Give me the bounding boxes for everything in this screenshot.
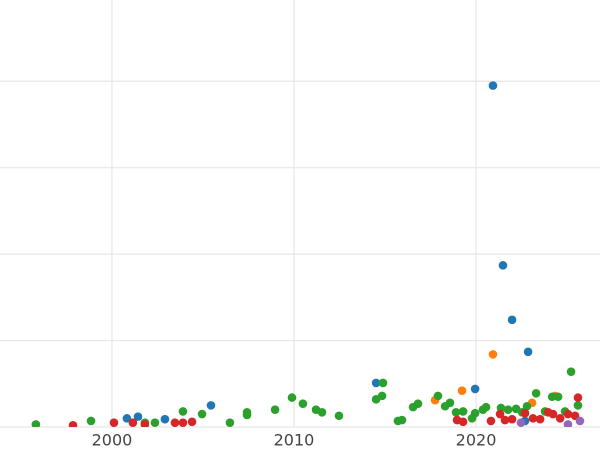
point	[433, 391, 443, 401]
point	[287, 393, 297, 402]
point	[187, 417, 197, 427]
point	[573, 401, 583, 410]
point	[528, 414, 538, 423]
point	[563, 409, 573, 419]
point	[371, 378, 381, 388]
point	[68, 420, 78, 427]
point	[481, 402, 491, 412]
point	[206, 401, 216, 410]
point	[86, 416, 96, 426]
point	[575, 416, 585, 426]
point	[270, 405, 280, 415]
point	[334, 411, 344, 421]
x-tick-label: 2020	[456, 431, 497, 450]
point	[470, 384, 480, 394]
point	[458, 417, 468, 427]
point	[160, 414, 170, 424]
point	[488, 350, 498, 359]
point	[298, 399, 308, 408]
point	[225, 418, 235, 427]
point	[553, 392, 563, 402]
point	[516, 418, 526, 427]
point	[413, 399, 423, 408]
point	[547, 392, 557, 402]
point	[488, 81, 498, 90]
grid	[0, 0, 600, 428]
point	[140, 420, 150, 427]
point	[178, 418, 188, 427]
point	[170, 418, 180, 427]
point	[109, 418, 119, 427]
x-tick-label: 2000	[92, 431, 133, 450]
point	[500, 415, 510, 425]
point	[566, 367, 576, 376]
point	[520, 408, 530, 418]
point	[535, 414, 545, 424]
point	[498, 261, 508, 270]
point	[150, 418, 160, 427]
point	[522, 401, 532, 411]
point	[378, 378, 388, 388]
point	[563, 420, 573, 427]
points	[31, 81, 585, 427]
point	[548, 409, 558, 419]
tick-labels: 2000 2010 2020	[92, 431, 497, 450]
point	[486, 416, 496, 426]
point	[397, 415, 407, 425]
point	[503, 405, 513, 415]
point	[377, 391, 387, 401]
point	[133, 412, 143, 421]
point	[573, 393, 583, 402]
point	[507, 414, 517, 424]
point	[242, 410, 252, 420]
point	[555, 414, 565, 423]
point	[470, 408, 480, 418]
point	[531, 388, 541, 398]
point	[197, 409, 207, 419]
point	[178, 407, 188, 416]
point	[445, 398, 455, 408]
point	[458, 407, 468, 416]
point	[507, 315, 517, 325]
point	[122, 414, 132, 423]
point	[317, 408, 327, 417]
x-tick-label: 2010	[274, 431, 315, 450]
point	[451, 408, 461, 417]
point	[495, 409, 505, 419]
point	[128, 418, 138, 427]
point	[523, 347, 533, 357]
point	[457, 386, 467, 395]
point	[31, 420, 41, 427]
